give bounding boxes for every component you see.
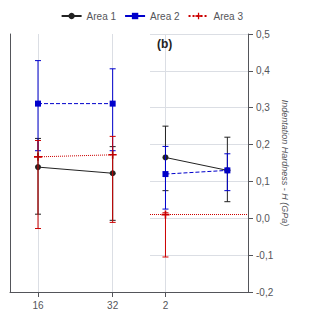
svg-text:-0,2: -0,2 (256, 287, 274, 298)
svg-text:Area 2: Area 2 (150, 11, 180, 22)
svg-text:Area 3: Area 3 (214, 11, 244, 22)
svg-text:0,2: 0,2 (256, 139, 270, 150)
svg-text:32: 32 (107, 300, 119, 311)
svg-text:0,4: 0,4 (256, 65, 270, 76)
svg-text:0,0: 0,0 (256, 213, 270, 224)
svg-text:0,1: 0,1 (256, 176, 270, 187)
svg-text:2: 2 (163, 300, 169, 311)
svg-text:16: 16 (32, 300, 44, 311)
svg-text:0,5: 0,5 (256, 29, 270, 40)
svg-text:Area 1: Area 1 (87, 11, 117, 22)
svg-text:-0,1: -0,1 (256, 250, 274, 261)
svg-text:0,3: 0,3 (256, 102, 270, 113)
svg-text:Indentation Hardness - H (GPa): Indentation Hardness - H (GPa) (280, 100, 290, 227)
svg-text:(b): (b) (157, 37, 172, 51)
